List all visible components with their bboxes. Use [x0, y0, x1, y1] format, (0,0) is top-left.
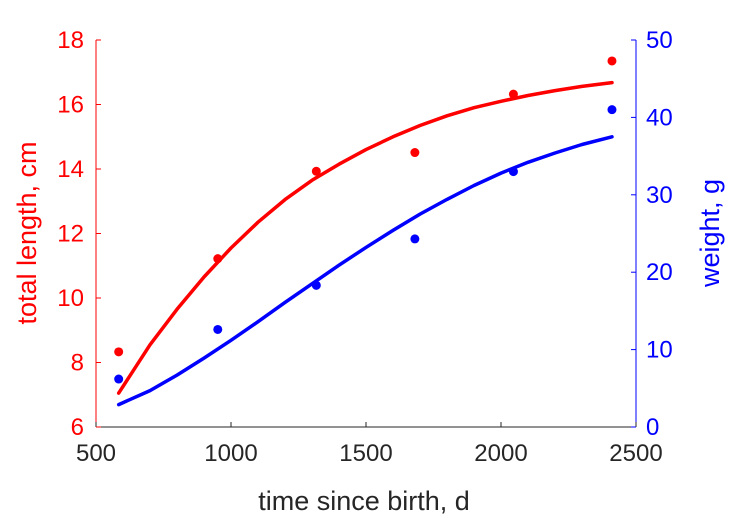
axes — [95, 39, 637, 428]
right-y-tick-label: 50 — [646, 27, 673, 54]
weight-data-point — [311, 280, 321, 290]
left-y-tick-label: 16 — [57, 92, 84, 119]
left-y-tick-label: 14 — [57, 156, 84, 183]
right-y-tick-label: 0 — [646, 414, 659, 441]
right-y-axis-label: weight, g — [695, 179, 725, 288]
x-tick-label: 500 — [76, 440, 116, 467]
right-y-tick-label: 10 — [646, 337, 673, 364]
x-tick-label: 1500 — [339, 440, 392, 467]
left-y-axis-label: total length, cm — [12, 141, 42, 324]
length-data-point — [213, 254, 223, 264]
length-data-point — [607, 56, 617, 66]
x-tick-label: 2500 — [609, 440, 662, 467]
plot-area — [114, 56, 617, 407]
right-y-tick-label: 20 — [646, 259, 673, 286]
x-axis-label: time since birth, d — [258, 486, 470, 516]
weight-fit-line — [116, 135, 614, 407]
left-y-tick-label: 18 — [57, 27, 84, 54]
left-y-tick-label: 10 — [57, 285, 84, 312]
left-y-tick-label: 6 — [71, 414, 84, 441]
weight-data-point — [213, 324, 223, 334]
left-y-tick-label: 8 — [71, 350, 84, 377]
x-tick-label: 2000 — [474, 440, 527, 467]
weight-data-point — [114, 374, 124, 384]
right-y-tick-label: 40 — [646, 104, 673, 131]
right-y-tick-label: 30 — [646, 182, 673, 209]
length-data-point — [410, 148, 420, 158]
length-data-point — [508, 89, 518, 99]
length-data-point — [311, 166, 321, 176]
weight-data-point — [607, 105, 617, 115]
tick-labels: 500 1000 1500 2000 2500 6 8 10 12 14 16 18 0 10 20 30 40… — [57, 27, 672, 467]
x-tick-label: 1000 — [204, 440, 257, 467]
length-data-point — [114, 347, 124, 357]
length-fit-line — [116, 80, 614, 395]
weight-data-point — [508, 167, 518, 177]
left-y-tick-label: 12 — [57, 221, 84, 248]
weight-data-point — [410, 234, 420, 244]
